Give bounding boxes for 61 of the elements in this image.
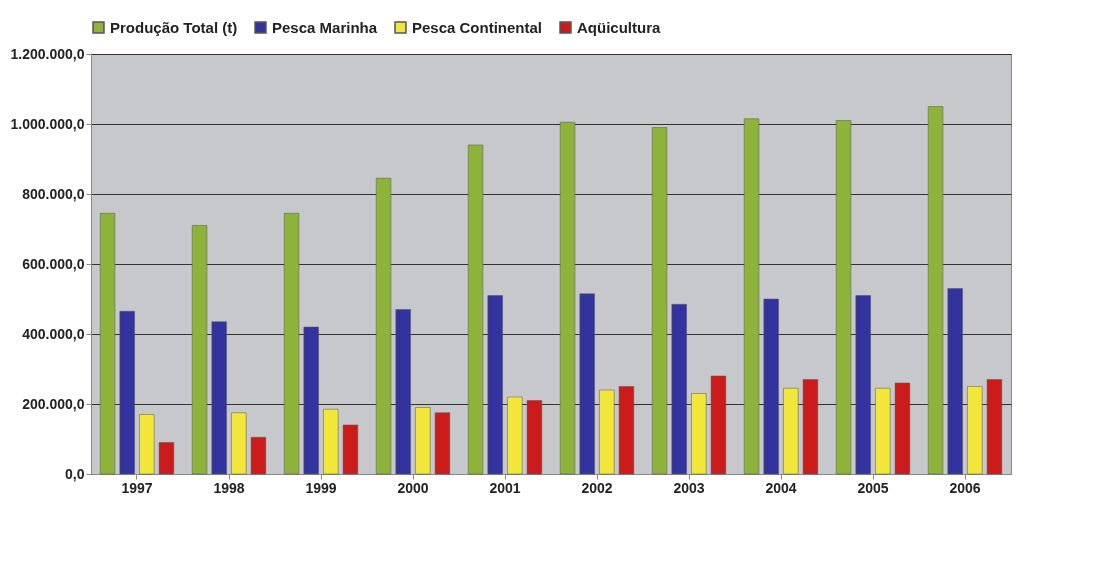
bar (947, 288, 963, 475)
bar (651, 127, 668, 475)
x-tick-label: 1997 (121, 479, 153, 496)
y-tick-label: 1.000.000,0 (10, 115, 85, 132)
bar (783, 388, 799, 475)
bar (835, 120, 852, 475)
x-tick-label: 2005 (857, 479, 889, 496)
y-tick-label: 800.000,0 (22, 185, 85, 202)
y-tick-label: 0,0 (65, 465, 85, 482)
bar (927, 106, 944, 475)
x-tick-label: 1998 (213, 479, 245, 496)
bar (967, 386, 983, 475)
bar (231, 412, 247, 475)
bar (303, 326, 319, 475)
bar (211, 321, 227, 475)
bar (395, 309, 411, 475)
legend-label: Aqüicultura (577, 18, 661, 36)
bar (139, 414, 155, 475)
legend-label: Produção Total (t) (110, 18, 238, 36)
y-tick-label: 600.000,0 (22, 255, 85, 272)
bar (855, 295, 871, 475)
bar (375, 178, 392, 475)
bar (763, 298, 779, 475)
bar (618, 386, 635, 475)
x-tick-label: 2002 (581, 479, 613, 496)
x-tick-label: 2003 (673, 479, 705, 496)
bar (487, 295, 503, 475)
bar (710, 375, 727, 475)
bar (691, 393, 707, 475)
x-tick-label: 2004 (765, 479, 797, 496)
bar (467, 144, 484, 475)
bar (434, 412, 451, 475)
bar (875, 388, 891, 475)
y-tick-label: 200.000,0 (22, 395, 85, 412)
y-tick-label: 1.200.000,0 (10, 45, 85, 62)
bar (894, 382, 911, 475)
legend-label: Pesca Continental (412, 18, 543, 36)
y-tick-label: 400.000,0 (22, 325, 85, 342)
bar (526, 400, 543, 475)
bar (671, 304, 687, 475)
bar (283, 213, 300, 475)
bar (559, 122, 576, 475)
bar (250, 437, 267, 475)
bar (342, 424, 359, 475)
bar (743, 118, 760, 475)
bar (191, 225, 208, 475)
bar (119, 311, 135, 475)
bar (802, 379, 819, 475)
bar (986, 379, 1003, 475)
x-tick-label: 2000 (397, 479, 429, 496)
bar (415, 407, 431, 475)
x-tick-label: 2001 (489, 479, 521, 496)
legend-label: Pesca Marinha (272, 18, 378, 36)
bar (99, 213, 116, 475)
bar (507, 396, 523, 475)
bar (579, 293, 595, 475)
x-tick-label: 1999 (305, 479, 337, 496)
x-tick-label: 2006 (949, 479, 981, 496)
bar (599, 389, 615, 475)
bar (158, 442, 175, 475)
bar (323, 409, 339, 475)
